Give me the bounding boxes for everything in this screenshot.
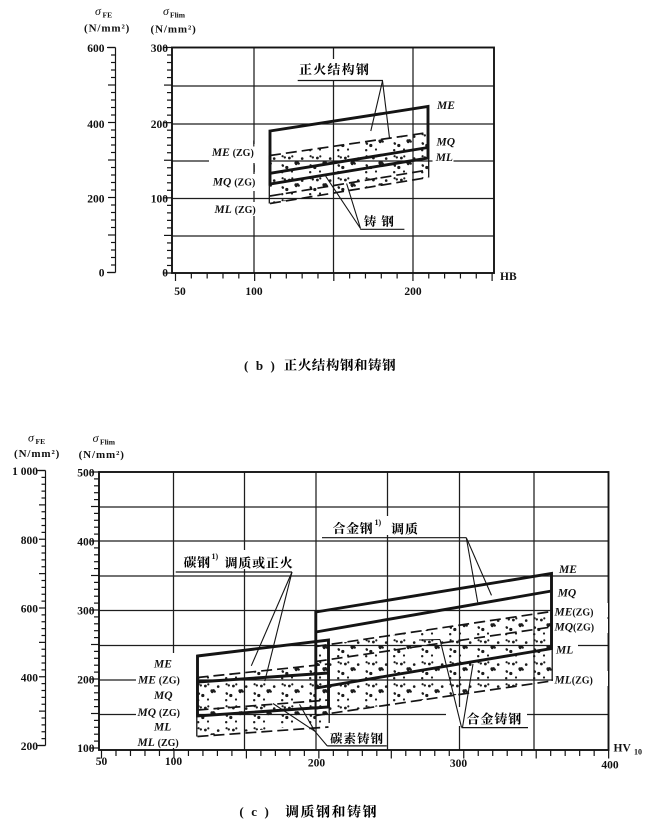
svg-text:200: 200 — [87, 194, 105, 206]
svg-text:(N/mm²): (N/mm²) — [14, 448, 60, 460]
svg-text:σ: σ — [28, 431, 35, 445]
svg-text:600: 600 — [87, 43, 105, 55]
svg-text:(c): (c) — [239, 804, 276, 819]
svg-text:100: 100 — [77, 743, 95, 755]
svg-text:200: 200 — [151, 119, 169, 131]
svg-text:50: 50 — [174, 286, 186, 298]
svg-text:300: 300 — [77, 606, 95, 618]
svg-text:ML(ZG): ML(ZG) — [554, 674, 593, 686]
svg-text:ME: ME — [436, 100, 455, 112]
svg-text:100: 100 — [151, 194, 169, 206]
svg-text:ML: ML — [555, 645, 573, 657]
svg-text:1): 1) — [375, 518, 382, 527]
svg-text:500: 500 — [77, 468, 95, 480]
svg-text:10: 10 — [634, 748, 642, 757]
svg-text:MQ: MQ — [153, 690, 173, 702]
svg-text:MQ: MQ — [557, 587, 577, 599]
svg-text:800: 800 — [21, 535, 39, 547]
svg-text:300: 300 — [151, 43, 169, 55]
svg-text:(N/mm²): (N/mm²) — [84, 23, 130, 35]
svg-text:1 000: 1 000 — [12, 466, 38, 478]
svg-text:σ: σ — [163, 4, 170, 18]
svg-text:Flim: Flim — [100, 438, 116, 447]
svg-text:ML (ZG): ML (ZG) — [214, 204, 256, 216]
svg-text:ML: ML — [153, 722, 171, 734]
svg-text:Flim: Flim — [170, 11, 186, 20]
svg-text:(b): (b) — [244, 358, 282, 373]
svg-text:ME: ME — [558, 564, 577, 576]
svg-text:100: 100 — [165, 756, 183, 768]
svg-text:50: 50 — [96, 756, 108, 768]
svg-text:HV: HV — [614, 743, 632, 755]
svg-text:400: 400 — [21, 672, 39, 684]
svg-text:ME (ZG): ME (ZG) — [211, 147, 254, 159]
svg-text:300: 300 — [450, 758, 468, 770]
svg-text:σ: σ — [95, 4, 102, 18]
svg-text:FE: FE — [36, 437, 46, 446]
svg-text:200: 200 — [308, 758, 326, 770]
svg-text:400: 400 — [87, 119, 105, 131]
svg-text:ML: ML — [435, 152, 453, 164]
svg-text:MQ(ZG): MQ(ZG) — [554, 622, 595, 634]
svg-text:σ: σ — [93, 431, 100, 445]
svg-text:400: 400 — [77, 537, 95, 549]
svg-text:(N/mm²): (N/mm²) — [151, 24, 197, 36]
svg-text:600: 600 — [21, 604, 39, 616]
svg-text:ML (ZG): ML (ZG) — [137, 737, 179, 749]
svg-text:MQ: MQ — [436, 137, 456, 149]
svg-text:(N/mm²): (N/mm²) — [79, 449, 125, 461]
svg-text:100: 100 — [245, 286, 263, 298]
svg-text:200: 200 — [21, 741, 39, 753]
svg-text:0: 0 — [99, 268, 105, 280]
svg-text:200: 200 — [77, 675, 95, 687]
svg-text:FE: FE — [103, 11, 113, 20]
svg-text:400: 400 — [601, 760, 619, 772]
svg-text:ME(ZG): ME(ZG) — [554, 606, 594, 618]
svg-text:0: 0 — [162, 268, 168, 280]
svg-text:ME: ME — [153, 659, 172, 671]
svg-text:200: 200 — [404, 286, 422, 298]
svg-text:ME (ZG): ME (ZG) — [137, 675, 180, 687]
svg-text:MQ (ZG): MQ (ZG) — [212, 177, 256, 189]
svg-text:MQ (ZG): MQ (ZG) — [137, 707, 181, 719]
svg-text:HB: HB — [500, 271, 517, 283]
svg-text:1): 1) — [212, 552, 219, 561]
